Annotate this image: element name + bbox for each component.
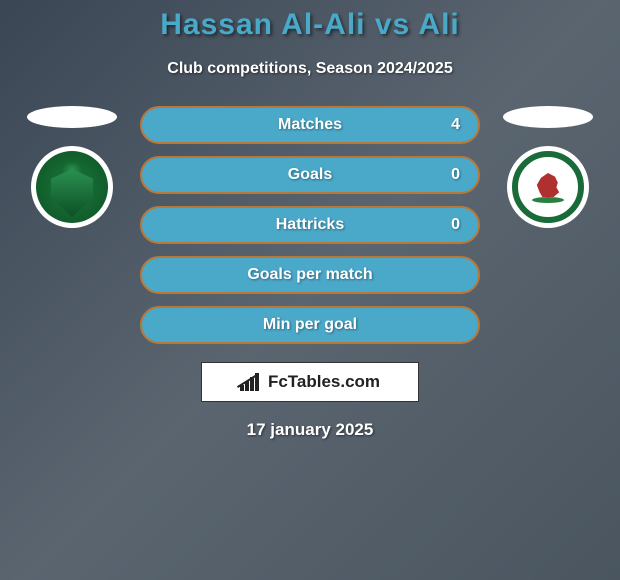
player-right-placeholder: [503, 106, 593, 128]
stat-pill-matches: Matches 4: [140, 106, 480, 144]
club-badge-left-inner: [36, 151, 108, 223]
content-row: Matches 4 Goals 0 Hattricks 0 Goals per …: [0, 106, 620, 344]
club-left-shield-icon: [51, 169, 93, 217]
club-badge-left: [31, 146, 113, 228]
date-text: 17 january 2025: [247, 420, 374, 440]
club-right-center: [526, 165, 570, 209]
player-right-column: [498, 106, 598, 228]
stat-value: 4: [451, 116, 460, 134]
footer: FcTables.com 17 january 2025: [0, 362, 620, 440]
stat-label: Hattricks: [160, 216, 460, 234]
stats-column: Matches 4 Goals 0 Hattricks 0 Goals per …: [140, 106, 480, 344]
stat-label: Matches: [160, 116, 460, 134]
stat-value: 0: [451, 166, 460, 184]
player-left-placeholder: [27, 106, 117, 128]
chart-icon: [240, 373, 262, 391]
page-title: Hassan Al-Ali vs Ali: [0, 8, 620, 42]
stat-label: Goals per match: [160, 266, 460, 284]
horse-icon: [534, 173, 562, 197]
stat-pill-min-per-goal: Min per goal: [140, 306, 480, 344]
stat-label: Goals: [160, 166, 460, 184]
horse-ground-icon: [532, 197, 564, 203]
stat-pill-goals-per-match: Goals per match: [140, 256, 480, 294]
club-badge-right: [507, 146, 589, 228]
fctables-logo-box: FcTables.com: [201, 362, 419, 402]
club-badge-right-inner: [512, 151, 584, 223]
stat-label: Min per goal: [160, 316, 460, 334]
subtitle: Club competitions, Season 2024/2025: [0, 60, 620, 78]
stat-pill-goals: Goals 0: [140, 156, 480, 194]
stat-value: 0: [451, 216, 460, 234]
stat-pill-hattricks: Hattricks 0: [140, 206, 480, 244]
player-left-column: [22, 106, 122, 228]
fctables-logo-text: FcTables.com: [268, 372, 380, 392]
main-container: Hassan Al-Ali vs Ali Club competitions, …: [0, 0, 620, 440]
